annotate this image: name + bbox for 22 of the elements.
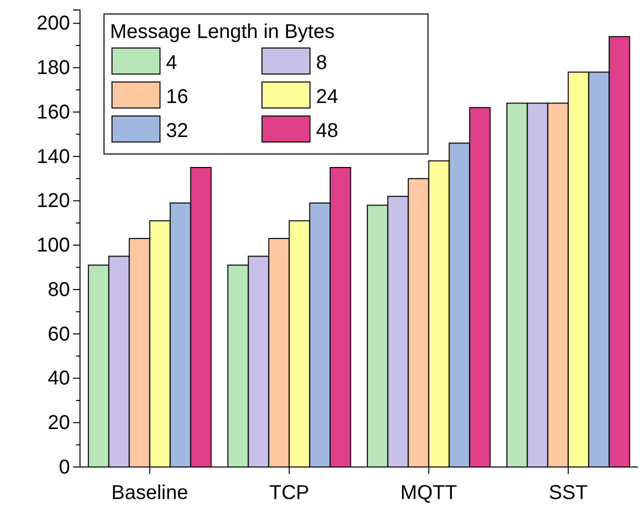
y-tick-label: 180: [36, 57, 70, 80]
x-tick-label: TCP: [269, 482, 310, 504]
legend-label: 32: [166, 120, 188, 142]
y-tick-label: 200: [36, 12, 70, 35]
x-tick-label: Baseline: [111, 482, 188, 504]
legend-label: 48: [316, 120, 338, 142]
legend-label: 4: [166, 52, 178, 74]
legend-label: 8: [316, 52, 328, 74]
x-tick-label: SST: [548, 482, 588, 504]
y-tick-label: 160: [36, 101, 70, 124]
y-tick-label: 100: [36, 234, 70, 257]
y-tick-label: 80: [48, 278, 70, 301]
y-tick-label: 140: [36, 146, 70, 168]
legend-label: 16: [166, 86, 188, 108]
x-tick-label: MQTT: [400, 482, 458, 504]
legend-label: 24: [316, 86, 338, 108]
y-tick-label: 60: [48, 323, 70, 346]
y-tick-label: 120: [36, 190, 70, 212]
legend-title: Message Length in Bytes: [110, 21, 335, 43]
y-tick-label: 20: [48, 412, 70, 434]
y-tick-label: 0: [58, 456, 70, 478]
y-tick-label: 40: [48, 368, 70, 390]
